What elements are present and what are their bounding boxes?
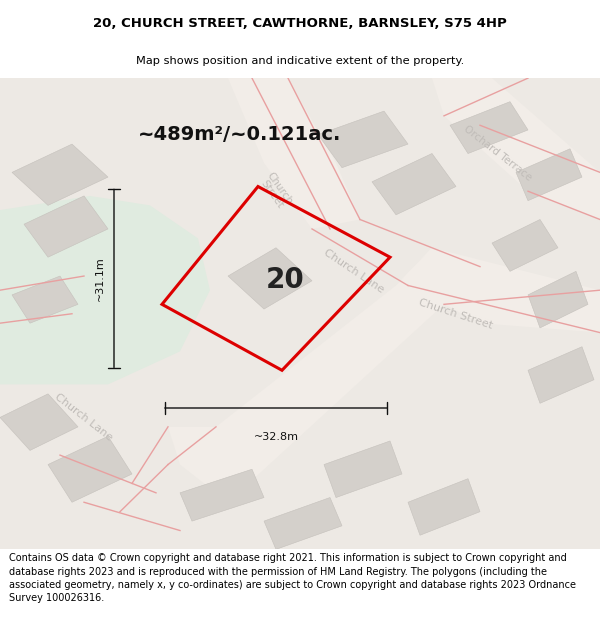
Polygon shape [228, 78, 360, 229]
Polygon shape [180, 469, 264, 521]
Text: 20, CHURCH STREET, CAWTHORNE, BARNSLEY, S75 4HP: 20, CHURCH STREET, CAWTHORNE, BARNSLEY, … [93, 17, 507, 30]
Polygon shape [408, 479, 480, 535]
Polygon shape [168, 248, 480, 502]
Text: Church Street: Church Street [418, 297, 494, 331]
Polygon shape [264, 498, 342, 549]
Polygon shape [12, 276, 78, 323]
Polygon shape [0, 196, 210, 384]
Text: Church Lane: Church Lane [322, 248, 386, 295]
Polygon shape [324, 441, 402, 498]
Text: 20: 20 [266, 266, 304, 294]
Polygon shape [528, 271, 588, 328]
Text: Church
Street: Church Street [257, 171, 295, 212]
Text: Contains OS data © Crown copyright and database right 2021. This information is : Contains OS data © Crown copyright and d… [9, 553, 576, 603]
Text: Orchard Terrace: Orchard Terrace [462, 124, 534, 183]
Polygon shape [228, 248, 312, 309]
Polygon shape [396, 248, 600, 332]
Polygon shape [432, 78, 600, 219]
Polygon shape [48, 436, 132, 502]
Polygon shape [528, 347, 594, 403]
Polygon shape [0, 394, 78, 451]
Text: Map shows position and indicative extent of the property.: Map shows position and indicative extent… [136, 56, 464, 66]
Text: ~32.8m: ~32.8m [254, 431, 299, 441]
Polygon shape [24, 196, 108, 258]
Polygon shape [450, 102, 528, 154]
Polygon shape [12, 144, 108, 206]
Polygon shape [372, 154, 456, 215]
Text: ~31.1m: ~31.1m [95, 256, 105, 301]
Text: ~489m²/~0.121ac.: ~489m²/~0.121ac. [139, 125, 341, 144]
Polygon shape [492, 219, 558, 271]
Text: Church Lane: Church Lane [53, 392, 115, 443]
Polygon shape [516, 149, 582, 201]
Polygon shape [318, 111, 408, 168]
